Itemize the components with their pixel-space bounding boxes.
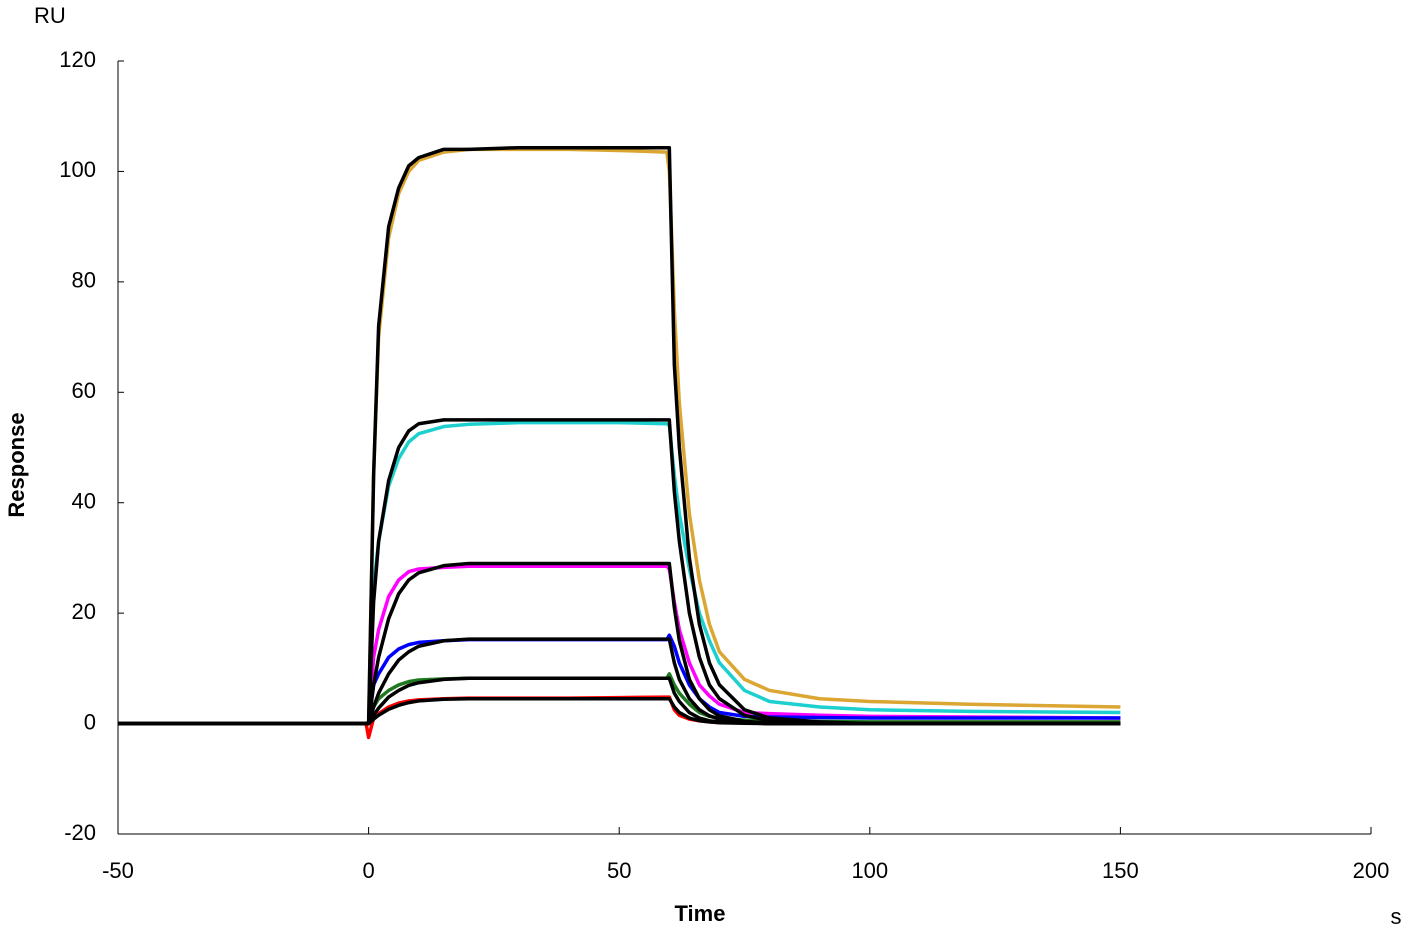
y-tick-label: 100: [59, 157, 96, 182]
y-tick-label: 60: [72, 378, 96, 403]
y-tick-label: 40: [72, 489, 96, 514]
sensorgram-line: [118, 145, 1121, 726]
x-unit: s: [1391, 904, 1401, 929]
y-tick-label: 80: [72, 268, 96, 293]
sensorgram-line: [118, 418, 1121, 726]
y-tick-label: 0: [84, 709, 96, 734]
y-tick-label: -20: [64, 820, 96, 845]
y-unit: RU: [34, 3, 66, 28]
x-tick-label: 0: [362, 858, 374, 883]
y-tick-label: 20: [72, 599, 96, 624]
x-tick-label: 100: [851, 858, 888, 883]
x-tick-label: 50: [607, 858, 631, 883]
x-tick-label: -50: [102, 858, 134, 883]
x-tick-label: 150: [1102, 858, 1139, 883]
x-tick-label: 200: [1353, 858, 1390, 883]
y-tick-label: 120: [59, 47, 96, 72]
sensorgram-line: [118, 696, 1121, 726]
y-axis-label: Response: [4, 412, 29, 517]
x-axis-label: Time: [675, 901, 726, 926]
